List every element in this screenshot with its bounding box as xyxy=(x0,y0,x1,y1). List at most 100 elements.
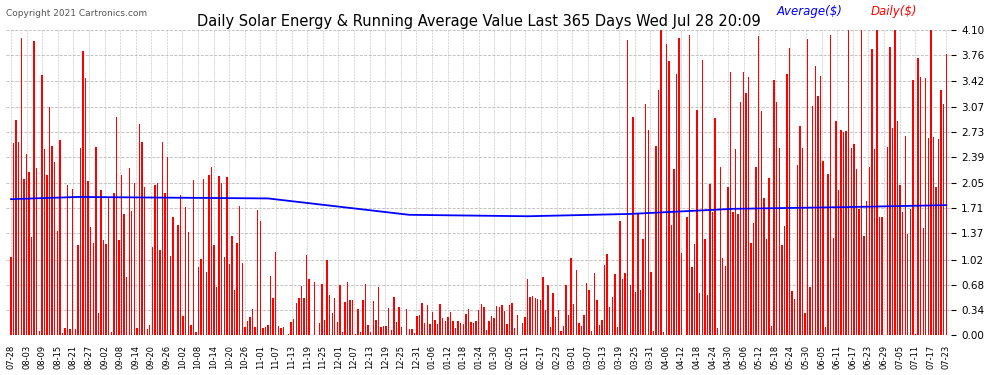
Bar xyxy=(164,193,166,336)
Bar xyxy=(594,273,595,336)
Bar xyxy=(306,255,307,336)
Bar xyxy=(409,328,410,336)
Bar xyxy=(791,291,793,336)
Bar xyxy=(918,58,919,336)
Bar xyxy=(440,304,441,336)
Bar xyxy=(555,317,556,336)
Bar xyxy=(537,299,539,336)
Bar xyxy=(858,209,859,336)
Bar xyxy=(522,323,523,336)
Bar xyxy=(72,189,73,336)
Bar xyxy=(159,250,160,336)
Bar xyxy=(321,285,323,336)
Bar xyxy=(673,169,674,336)
Bar xyxy=(850,148,852,336)
Bar xyxy=(254,327,255,336)
Bar xyxy=(588,290,590,336)
Bar xyxy=(717,328,719,336)
Bar xyxy=(424,323,426,336)
Bar xyxy=(923,228,924,336)
Bar xyxy=(622,279,624,336)
Bar xyxy=(98,314,99,336)
Bar xyxy=(16,120,17,336)
Bar xyxy=(354,334,356,336)
Bar xyxy=(823,161,824,336)
Bar xyxy=(544,310,546,336)
Bar xyxy=(535,298,536,336)
Bar xyxy=(928,138,929,336)
Bar xyxy=(129,168,130,336)
Bar xyxy=(915,334,916,336)
Bar xyxy=(56,231,58,336)
Bar xyxy=(828,174,829,336)
Bar xyxy=(645,104,646,336)
Bar xyxy=(825,327,827,336)
Bar xyxy=(337,322,338,336)
Bar xyxy=(388,308,389,336)
Bar xyxy=(696,110,698,336)
Bar xyxy=(462,324,464,336)
Bar xyxy=(372,301,374,336)
Bar xyxy=(182,316,184,336)
Bar xyxy=(820,76,821,336)
Bar xyxy=(213,244,215,336)
Bar xyxy=(868,167,870,336)
Bar xyxy=(272,298,274,336)
Bar xyxy=(866,201,867,336)
Bar xyxy=(853,144,854,336)
Bar xyxy=(650,272,651,336)
Bar xyxy=(750,243,751,336)
Bar xyxy=(643,238,644,336)
Bar xyxy=(884,334,885,336)
Bar xyxy=(401,327,402,336)
Bar xyxy=(470,321,471,336)
Bar xyxy=(195,332,197,336)
Bar xyxy=(889,48,891,336)
Bar xyxy=(435,320,436,336)
Bar xyxy=(316,334,318,336)
Bar xyxy=(296,303,297,336)
Bar xyxy=(838,190,840,336)
Bar xyxy=(565,285,566,336)
Bar xyxy=(77,244,78,336)
Bar xyxy=(728,187,729,336)
Bar xyxy=(833,238,834,336)
Bar xyxy=(417,316,418,336)
Bar xyxy=(375,320,376,336)
Bar xyxy=(370,332,371,336)
Bar xyxy=(162,142,163,336)
Bar xyxy=(907,234,909,336)
Bar xyxy=(845,132,846,336)
Bar xyxy=(391,330,392,336)
Bar xyxy=(892,128,893,336)
Bar xyxy=(367,325,369,336)
Bar xyxy=(543,277,544,336)
Bar xyxy=(575,270,577,336)
Bar xyxy=(452,321,453,336)
Bar xyxy=(722,258,724,336)
Bar xyxy=(319,323,320,336)
Bar xyxy=(383,326,384,336)
Bar xyxy=(90,228,91,336)
Bar xyxy=(530,297,531,336)
Bar xyxy=(31,237,33,336)
Bar xyxy=(393,297,395,336)
Bar xyxy=(359,332,361,336)
Bar xyxy=(627,40,629,336)
Bar xyxy=(180,195,181,336)
Bar xyxy=(686,217,687,336)
Bar xyxy=(815,66,816,336)
Bar xyxy=(457,321,458,336)
Bar xyxy=(655,146,656,336)
Bar xyxy=(568,315,569,336)
Bar xyxy=(301,286,302,336)
Bar xyxy=(612,297,613,336)
Bar xyxy=(249,317,250,336)
Bar xyxy=(830,35,832,336)
Bar xyxy=(437,324,439,336)
Bar xyxy=(34,41,35,336)
Bar xyxy=(812,106,814,336)
Bar xyxy=(454,328,456,336)
Bar xyxy=(540,300,542,336)
Bar xyxy=(82,51,84,336)
